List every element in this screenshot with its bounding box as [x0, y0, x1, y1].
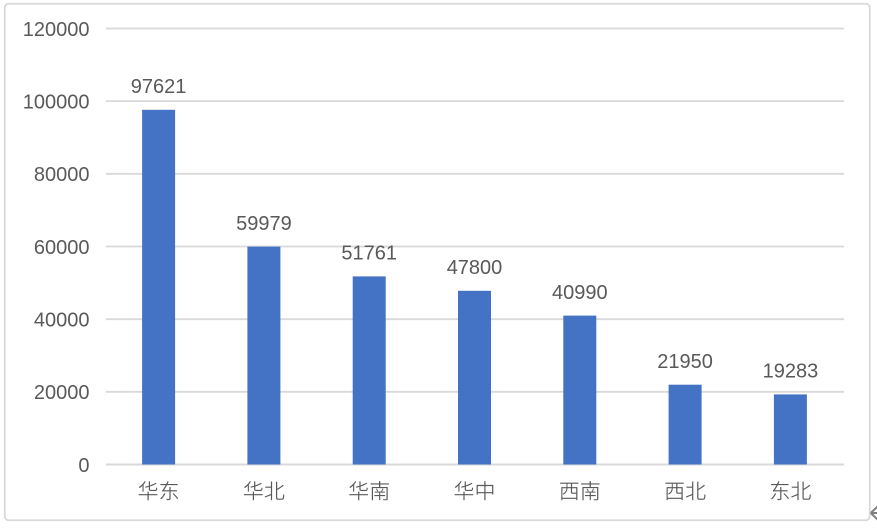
svg-text:120000: 120000	[23, 19, 90, 41]
svg-text:80000: 80000	[34, 164, 90, 186]
svg-text:40000: 40000	[34, 310, 90, 332]
svg-text:19283: 19283	[763, 361, 819, 383]
svg-text:60000: 60000	[34, 237, 90, 259]
svg-text:47800: 47800	[447, 257, 503, 279]
svg-text:100000: 100000	[23, 91, 90, 113]
svg-text:51761: 51761	[341, 243, 397, 265]
svg-text:21950: 21950	[657, 351, 713, 373]
svg-text:20000: 20000	[34, 382, 90, 404]
svg-text:97621: 97621	[131, 76, 187, 98]
svg-text:59979: 59979	[236, 213, 292, 235]
svg-text:40990: 40990	[552, 282, 608, 304]
svg-text:0: 0	[78, 455, 89, 477]
